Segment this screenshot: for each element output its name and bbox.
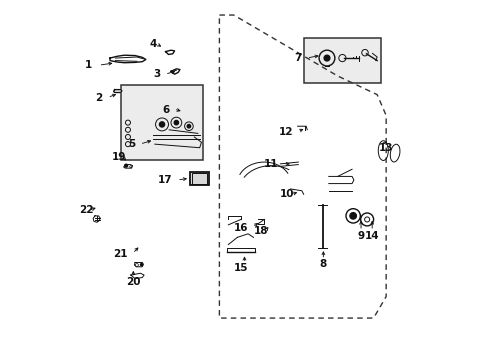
Circle shape xyxy=(140,264,142,266)
Polygon shape xyxy=(110,55,145,63)
Text: 5: 5 xyxy=(128,139,135,149)
Text: 11: 11 xyxy=(264,159,278,169)
Text: 12: 12 xyxy=(278,127,292,136)
Text: 16: 16 xyxy=(233,224,247,233)
Circle shape xyxy=(187,125,190,128)
Text: 6: 6 xyxy=(162,105,169,115)
Polygon shape xyxy=(123,165,132,168)
Text: 4: 4 xyxy=(149,39,157,49)
Text: 9: 9 xyxy=(357,231,364,240)
Text: 8: 8 xyxy=(319,259,326,269)
Text: 22: 22 xyxy=(79,206,94,216)
Bar xyxy=(191,173,206,184)
Text: 19: 19 xyxy=(112,152,126,162)
Text: 7: 7 xyxy=(294,53,301,63)
Text: 14: 14 xyxy=(364,231,378,240)
Bar xyxy=(121,85,203,160)
Text: 2: 2 xyxy=(95,93,102,103)
Polygon shape xyxy=(131,273,144,279)
Circle shape xyxy=(159,122,164,127)
Text: 10: 10 xyxy=(280,189,294,199)
Circle shape xyxy=(174,121,178,125)
Polygon shape xyxy=(165,50,174,54)
Text: 17: 17 xyxy=(158,175,172,185)
Text: 20: 20 xyxy=(126,277,140,287)
Text: 21: 21 xyxy=(113,248,128,258)
Circle shape xyxy=(124,164,127,167)
Text: 13: 13 xyxy=(378,143,393,153)
Circle shape xyxy=(349,213,356,219)
Polygon shape xyxy=(134,262,143,267)
Bar xyxy=(303,39,380,83)
Text: 1: 1 xyxy=(84,60,92,70)
Polygon shape xyxy=(113,90,122,93)
Text: 3: 3 xyxy=(153,69,160,79)
Text: 15: 15 xyxy=(233,263,247,273)
Text: 18: 18 xyxy=(253,226,267,236)
Bar xyxy=(190,172,208,185)
Polygon shape xyxy=(171,69,180,74)
Circle shape xyxy=(324,55,329,61)
Polygon shape xyxy=(93,216,100,222)
